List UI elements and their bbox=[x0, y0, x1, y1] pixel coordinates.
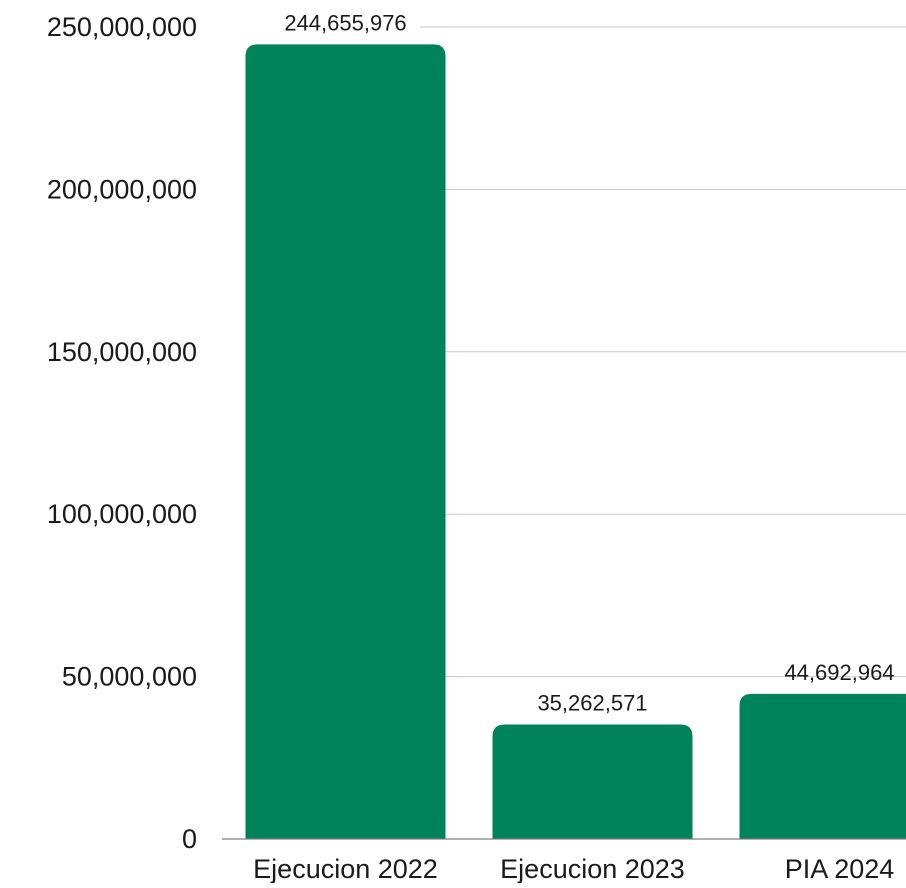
category-label: PIA 2024 bbox=[785, 854, 895, 883]
y-tick-label: 250,000,000 bbox=[47, 12, 197, 42]
bar bbox=[493, 724, 693, 839]
y-tick-label: 150,000,000 bbox=[47, 337, 197, 367]
bars bbox=[246, 44, 906, 839]
y-tick-label: 0 bbox=[182, 824, 197, 854]
category-label: Ejecucion 2022 bbox=[253, 854, 438, 883]
data-label: 244,655,976 bbox=[284, 10, 406, 35]
y-tick-label: 200,000,000 bbox=[47, 174, 197, 204]
y-tick-label: 50,000,000 bbox=[62, 662, 197, 692]
bar bbox=[740, 694, 906, 839]
gridlines bbox=[420, 27, 906, 677]
data-label: 35,262,571 bbox=[537, 690, 647, 715]
y-tick-label: 100,000,000 bbox=[47, 499, 197, 529]
data-label: 44,692,964 bbox=[784, 660, 894, 685]
category-label: Ejecucion 2023 bbox=[500, 854, 685, 883]
bar bbox=[246, 44, 446, 839]
